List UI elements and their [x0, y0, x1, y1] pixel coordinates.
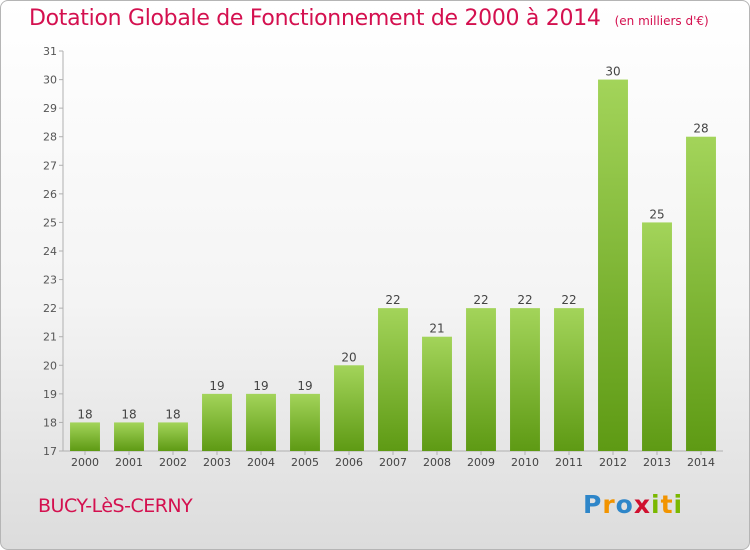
- x-tick-label: 2005: [291, 456, 319, 469]
- bar-2000: [70, 422, 100, 451]
- bar-2011: [554, 308, 584, 451]
- bar-2006: [334, 365, 364, 451]
- data-label-2008: 21: [429, 322, 444, 336]
- data-label-2004: 19: [253, 379, 268, 393]
- y-tick-label: 24: [43, 245, 57, 258]
- bar-2004: [246, 393, 276, 451]
- y-tick-label: 31: [43, 45, 57, 58]
- logo-letter: r: [602, 490, 616, 519]
- commune-name: BUCY-LèS-CERNY: [38, 495, 193, 517]
- data-label-2012: 30: [605, 65, 620, 79]
- data-label-2000: 18: [77, 407, 92, 421]
- bar-2003: [202, 393, 232, 451]
- y-tick-label: 23: [43, 274, 57, 287]
- bar-2001: [114, 422, 144, 451]
- x-tick-label: 2011: [555, 456, 583, 469]
- data-label-2003: 19: [209, 379, 224, 393]
- x-tick-label: 2000: [71, 456, 99, 469]
- x-tick-label: 2014: [687, 456, 715, 469]
- data-label-2014: 28: [693, 122, 708, 136]
- x-tick-label: 2009: [467, 456, 495, 469]
- y-tick-label: 29: [43, 102, 57, 115]
- x-tick-label: 2006: [335, 456, 363, 469]
- chart-title: Dotation Globale de Fonctionnement de 20…: [29, 6, 709, 31]
- y-tick-label: 19: [43, 388, 57, 401]
- data-label-2011: 22: [561, 293, 576, 307]
- bar-2005: [290, 393, 320, 451]
- x-tick-label: 2010: [511, 456, 539, 469]
- y-tick-label: 26: [43, 188, 57, 201]
- bar-2010: [510, 308, 540, 451]
- chart-title-text: Dotation Globale de Fonctionnement de 20…: [29, 6, 601, 31]
- logo-letter: t: [660, 490, 674, 519]
- x-tick-label: 2008: [423, 456, 451, 469]
- data-label-2007: 22: [385, 293, 400, 307]
- bar-2009: [466, 308, 496, 451]
- y-tick-label: 18: [43, 416, 57, 429]
- logo-letter: i: [651, 490, 661, 519]
- x-tick-label: 2001: [115, 456, 143, 469]
- x-tick-label: 2013: [643, 456, 671, 469]
- chart-bars: [70, 79, 716, 452]
- data-label-2006: 20: [341, 350, 356, 364]
- y-tick-label: 20: [43, 359, 57, 372]
- y-tick-label: 27: [43, 159, 57, 172]
- data-label-2001: 18: [121, 407, 136, 421]
- bar-2012: [598, 79, 628, 452]
- bar-2013: [642, 222, 672, 451]
- data-label-2010: 22: [517, 293, 532, 307]
- x-tick-label: 2012: [599, 456, 627, 469]
- y-tick-label: 28: [43, 131, 57, 144]
- bar-2007: [378, 308, 408, 451]
- y-tick-label: 22: [43, 302, 57, 315]
- chart-unit-label: (en milliers d'€): [614, 14, 709, 28]
- chart-axes: 17 18 19 20 21 22 23 24 25 26 27 28 29 30 31 2000 2001 20…: [43, 45, 723, 469]
- chart-data-labels: 18 18 18 19 19 19 20 22 21 22 22 22 30 25 28: [77, 65, 708, 422]
- logo-letter: x: [633, 490, 651, 519]
- bar-2008: [422, 336, 452, 451]
- bar-2002: [158, 422, 188, 451]
- logo-letter: o: [615, 490, 634, 519]
- x-tick-label: 2007: [379, 456, 407, 469]
- y-tick-label: 17: [43, 445, 57, 458]
- data-label-2009: 22: [473, 293, 488, 307]
- x-tick-label: 2003: [203, 456, 231, 469]
- data-label-2005: 19: [297, 379, 312, 393]
- proxiti-logo[interactable]: Proxiti: [583, 490, 683, 519]
- logo-letter: i: [673, 490, 684, 519]
- bar-2014: [686, 136, 716, 451]
- y-tick-label: 21: [43, 331, 57, 344]
- data-label-2013: 25: [649, 207, 664, 221]
- data-label-2002: 18: [165, 407, 180, 421]
- x-tick-label: 2004: [247, 456, 275, 469]
- y-tick-label: 25: [43, 216, 57, 229]
- logo-letter: P: [583, 490, 603, 519]
- x-tick-label: 2002: [159, 456, 187, 469]
- y-tick-label: 30: [43, 74, 57, 87]
